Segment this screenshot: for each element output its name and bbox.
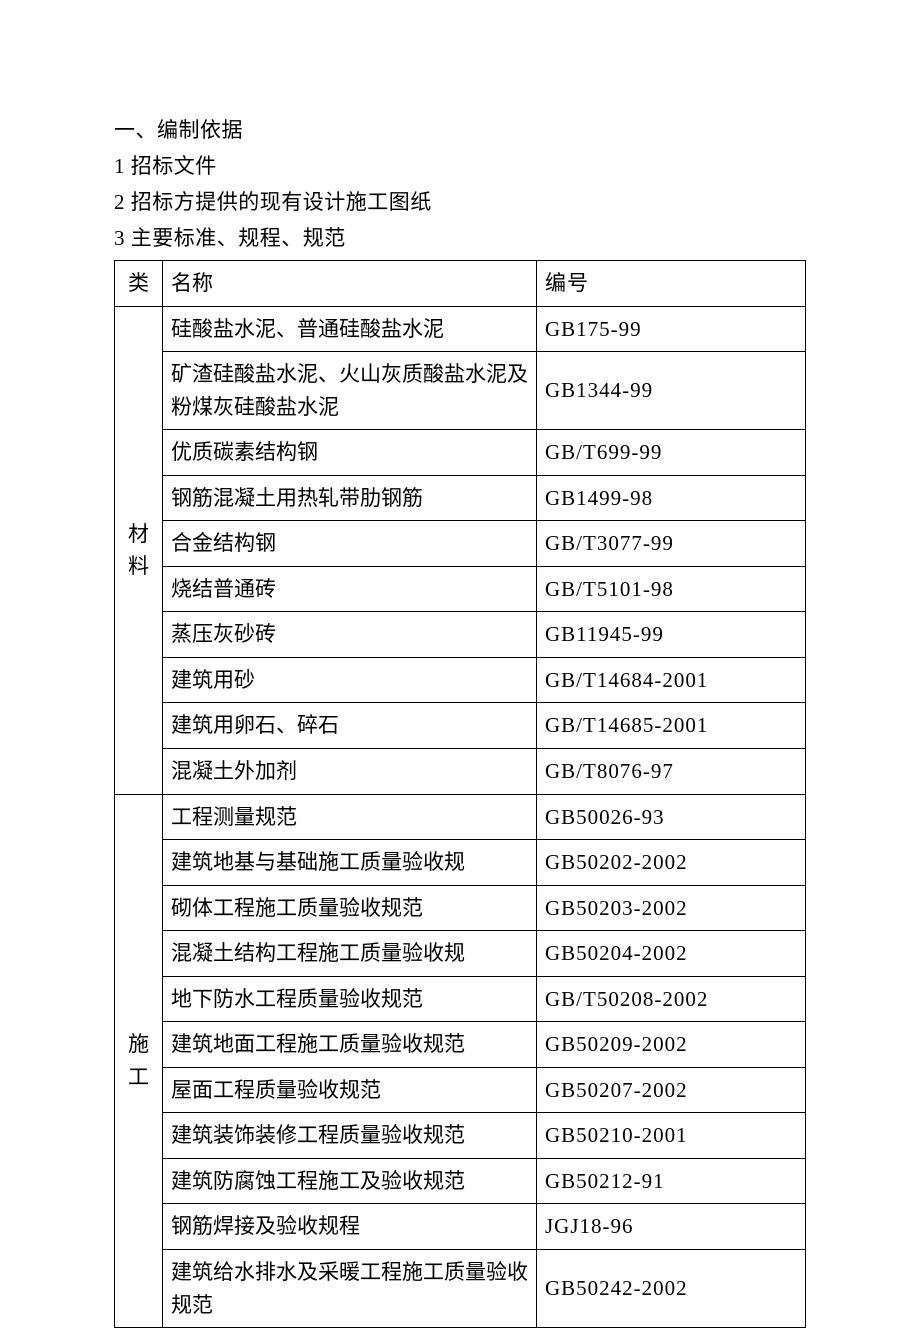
table-row: 建筑给水排水及采暖工程施工质量验收规范 GB50242-2002 <box>115 1250 806 1328</box>
category-char: 材 <box>119 518 158 551</box>
cell-name: 优质碳素结构钢 <box>163 430 537 476</box>
cell-name: 建筑防腐蚀工程施工及验收规范 <box>163 1158 537 1204</box>
cell-name: 硅酸盐水泥、普通硅酸盐水泥 <box>163 306 537 352</box>
heading-2: 1 招标文件 <box>114 148 806 184</box>
cell-name: 烧结普通砖 <box>163 566 537 612</box>
cell-name: 合金结构钢 <box>163 521 537 567</box>
cell-name: 建筑给水排水及采暖工程施工质量验收规范 <box>163 1250 537 1328</box>
table-row: 建筑用卵石、碎石 GB/T14685-2001 <box>115 703 806 749</box>
table-row: 矿渣硅酸盐水泥、火山灰质酸盐水泥及粉煤灰硅酸盐水泥 GB1344-99 <box>115 352 806 430</box>
table-row: 建筑防腐蚀工程施工及验收规范 GB50212-91 <box>115 1158 806 1204</box>
cell-name: 屋面工程质量验收规范 <box>163 1067 537 1113</box>
table-row: 建筑地面工程施工质量验收规范 GB50209-2002 <box>115 1022 806 1068</box>
cell-name: 建筑装饰装修工程质量验收规范 <box>163 1113 537 1159</box>
cell-code: GB50212-91 <box>537 1158 806 1204</box>
table-row: 烧结普通砖 GB/T5101-98 <box>115 566 806 612</box>
cell-name: 矿渣硅酸盐水泥、火山灰质酸盐水泥及粉煤灰硅酸盐水泥 <box>163 352 537 430</box>
table-row: 混凝土外加剂 GB/T8076-97 <box>115 749 806 795</box>
cell-code: GB50242-2002 <box>537 1250 806 1328</box>
cell-name: 地下防水工程质量验收规范 <box>163 976 537 1022</box>
cell-code: GB/T50208-2002 <box>537 976 806 1022</box>
table-row: 建筑装饰装修工程质量验收规范 GB50210-2001 <box>115 1113 806 1159</box>
cell-code: GB50210-2001 <box>537 1113 806 1159</box>
cell-name: 混凝土外加剂 <box>163 749 537 795</box>
table-row: 建筑地基与基础施工质量验收规 GB50202-2002 <box>115 840 806 886</box>
cell-name: 建筑地基与基础施工质量验收规 <box>163 840 537 886</box>
category-char: 料 <box>119 550 158 583</box>
heading-1: 一、编制依据 <box>114 112 806 148</box>
category-char: 工 <box>119 1061 158 1094</box>
heading-4: 3 主要标准、规程、规范 <box>114 220 806 256</box>
cell-code: GB/T14684-2001 <box>537 657 806 703</box>
cell-code: GB50204-2002 <box>537 931 806 977</box>
cell-name: 建筑用卵石、碎石 <box>163 703 537 749</box>
cell-code: GB/T5101-98 <box>537 566 806 612</box>
cell-code: JGJ18-96 <box>537 1204 806 1250</box>
cell-name: 钢筋混凝土用热轧带肋钢筋 <box>163 475 537 521</box>
table-row: 优质碳素结构钢 GB/T699-99 <box>115 430 806 476</box>
cell-name: 混凝土结构工程施工质量验收规 <box>163 931 537 977</box>
table-row: 材 料 硅酸盐水泥、普通硅酸盐水泥 GB175-99 <box>115 306 806 352</box>
cell-code: GB175-99 <box>537 306 806 352</box>
cell-code: GB50209-2002 <box>537 1022 806 1068</box>
table-row: 合金结构钢 GB/T3077-99 <box>115 521 806 567</box>
cell-name: 建筑用砂 <box>163 657 537 703</box>
cell-code: GB1344-99 <box>537 352 806 430</box>
header-name: 名称 <box>163 261 537 307</box>
cell-name: 砌体工程施工质量验收规范 <box>163 885 537 931</box>
table-row: 施 工 工程测量规范 GB50026-93 <box>115 794 806 840</box>
table-row: 地下防水工程质量验收规范 GB/T50208-2002 <box>115 976 806 1022</box>
table-header-row: 类 名称 编号 <box>115 261 806 307</box>
header-code: 编号 <box>537 261 806 307</box>
cell-name: 蒸压灰砂砖 <box>163 612 537 658</box>
header-category: 类 <box>115 261 163 307</box>
category-materials: 材 料 <box>115 306 163 794</box>
table-row: 混凝土结构工程施工质量验收规 GB50204-2002 <box>115 931 806 977</box>
table-row: 砌体工程施工质量验收规范 GB50203-2002 <box>115 885 806 931</box>
cell-name: 钢筋焊接及验收规程 <box>163 1204 537 1250</box>
category-construction: 施 工 <box>115 794 163 1328</box>
cell-code: GB50203-2002 <box>537 885 806 931</box>
cell-code: GB/T699-99 <box>537 430 806 476</box>
table-body: 类 名称 编号 材 料 硅酸盐水泥、普通硅酸盐水泥 GB175-99 矿渣硅酸盐… <box>115 261 806 1328</box>
table-row: 建筑用砂 GB/T14684-2001 <box>115 657 806 703</box>
standards-table: 类 名称 编号 材 料 硅酸盐水泥、普通硅酸盐水泥 GB175-99 矿渣硅酸盐… <box>114 260 806 1328</box>
cell-name: 工程测量规范 <box>163 794 537 840</box>
cell-name: 建筑地面工程施工质量验收规范 <box>163 1022 537 1068</box>
cell-code: GB50207-2002 <box>537 1067 806 1113</box>
table-row: 钢筋混凝土用热轧带肋钢筋 GB1499-98 <box>115 475 806 521</box>
cell-code: GB1499-98 <box>537 475 806 521</box>
table-row: 屋面工程质量验收规范 GB50207-2002 <box>115 1067 806 1113</box>
cell-code: GB/T8076-97 <box>537 749 806 795</box>
cell-code: GB/T3077-99 <box>537 521 806 567</box>
cell-code: GB11945-99 <box>537 612 806 658</box>
cell-code: GB50026-93 <box>537 794 806 840</box>
heading-3: 2 招标方提供的现有设计施工图纸 <box>114 184 806 220</box>
table-row: 钢筋焊接及验收规程 JGJ18-96 <box>115 1204 806 1250</box>
table-row: 蒸压灰砂砖 GB11945-99 <box>115 612 806 658</box>
cell-code: GB/T14685-2001 <box>537 703 806 749</box>
category-char: 施 <box>119 1028 158 1061</box>
cell-code: GB50202-2002 <box>537 840 806 886</box>
